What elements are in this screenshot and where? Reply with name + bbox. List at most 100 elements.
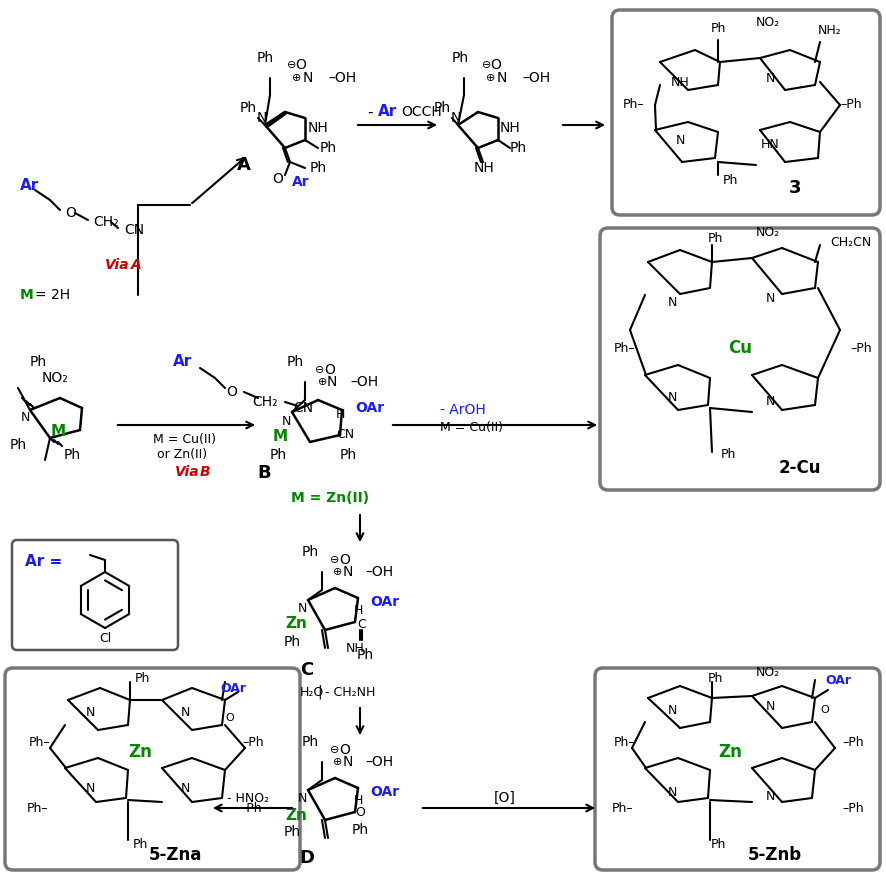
Text: NH: NH [307, 121, 329, 135]
Text: NH: NH [500, 121, 520, 135]
Text: O: O [295, 58, 306, 72]
Text: N: N [765, 789, 773, 802]
Text: NO₂: NO₂ [42, 371, 68, 385]
Text: A: A [237, 156, 251, 174]
Text: Cu: Cu [727, 339, 751, 357]
Text: Ph: Ph [433, 101, 450, 115]
Text: H: H [353, 794, 362, 807]
Text: O: O [272, 172, 284, 186]
Text: ⊕: ⊕ [292, 73, 301, 83]
Text: Ph: Ph [286, 355, 303, 369]
Text: H: H [335, 408, 345, 421]
Text: 3: 3 [788, 179, 800, 197]
Text: Ph: Ph [29, 355, 46, 369]
Text: N: N [297, 602, 307, 614]
Text: N: N [281, 415, 291, 428]
Text: Ph–: Ph– [27, 802, 49, 815]
Text: –OH: –OH [328, 71, 355, 85]
Text: Ph: Ph [284, 825, 300, 839]
Text: H: H [353, 604, 362, 617]
Text: B: B [199, 465, 210, 479]
Text: or Zn(II): or Zn(II) [157, 449, 206, 462]
Text: M = Zn(II): M = Zn(II) [291, 491, 369, 505]
Text: N: N [257, 111, 267, 125]
Text: N: N [180, 781, 190, 795]
Text: N: N [326, 375, 337, 389]
Text: ⊖: ⊖ [330, 555, 339, 565]
Text: Cl: Cl [98, 632, 111, 645]
Text: Ar: Ar [291, 175, 309, 189]
Text: O: O [226, 385, 237, 399]
Text: M = Cu(II): M = Cu(II) [153, 434, 216, 447]
Text: Ph: Ph [320, 141, 337, 155]
Text: Ph: Ph [719, 449, 734, 462]
Text: NO₂: NO₂ [755, 225, 780, 238]
Text: ⊖: ⊖ [287, 60, 296, 70]
Text: N: N [666, 786, 676, 799]
Text: Ph: Ph [356, 648, 373, 662]
Text: –OH: –OH [522, 71, 549, 85]
Text: Ph: Ph [351, 823, 369, 837]
Text: Via: Via [175, 465, 199, 479]
Text: Ph: Ph [710, 838, 725, 851]
Text: NH: NH [346, 641, 364, 654]
Text: M: M [20, 288, 34, 302]
Text: N: N [342, 565, 353, 579]
Text: B: B [257, 464, 270, 482]
Text: Zn: Zn [128, 743, 152, 761]
Text: OCCH: OCCH [400, 105, 441, 119]
Text: Ph: Ph [256, 51, 273, 65]
Text: D: D [299, 849, 315, 867]
Text: –OH: –OH [350, 375, 377, 389]
Text: Ph: Ph [721, 173, 737, 187]
Text: N: N [342, 755, 353, 769]
Text: O: O [339, 743, 350, 757]
Text: Ph: Ph [64, 448, 81, 462]
Text: Ar: Ar [377, 104, 397, 119]
Text: Via: Via [105, 258, 129, 272]
Text: C: C [300, 661, 314, 679]
Text: N: N [450, 111, 461, 125]
Text: ⊖: ⊖ [315, 365, 324, 375]
Text: N: N [180, 705, 190, 718]
Text: –Ph: –Ph [841, 736, 863, 748]
Text: Zn: Zn [284, 617, 307, 632]
Text: CN: CN [292, 401, 313, 415]
Text: N: N [496, 71, 507, 85]
Text: –Ph: –Ph [240, 802, 261, 815]
Text: N: N [666, 295, 676, 308]
Text: Ph: Ph [706, 672, 722, 684]
Text: O: O [820, 705, 828, 715]
Text: 5-Znb: 5-Znb [747, 846, 801, 864]
Text: Ph: Ph [309, 161, 327, 175]
Text: NO₂: NO₂ [755, 16, 780, 29]
Text: –Ph: –Ph [841, 802, 863, 815]
Text: NH: NH [473, 161, 494, 175]
Text: Ph–: Ph– [611, 802, 633, 815]
Text: Ph–: Ph– [623, 98, 644, 111]
Text: Ph: Ph [339, 448, 356, 462]
Text: 5-Zna: 5-Zna [148, 846, 201, 864]
Text: Ph: Ph [451, 51, 468, 65]
Text: Ph–: Ph– [29, 736, 51, 748]
Text: CH₂CN: CH₂CN [829, 236, 870, 249]
Text: ⊕: ⊕ [318, 377, 327, 387]
Text: Ph: Ph [509, 141, 526, 155]
Text: A: A [131, 258, 142, 272]
Text: OAr: OAr [369, 595, 399, 609]
Text: Ph: Ph [301, 735, 318, 749]
Text: O: O [65, 206, 76, 220]
Text: OAr: OAr [824, 674, 850, 687]
Text: N: N [765, 395, 773, 408]
Text: –Ph: –Ph [242, 736, 263, 748]
Text: Ar: Ar [20, 178, 39, 193]
Text: –Ph: –Ph [839, 98, 860, 111]
Text: –Ph: –Ph [849, 342, 871, 355]
Text: NH: NH [670, 75, 688, 88]
Text: O: O [225, 713, 234, 723]
Text: M: M [272, 429, 287, 444]
Text: Ph: Ph [269, 448, 286, 462]
Text: Ph: Ph [10, 438, 27, 452]
Text: Ph: Ph [706, 231, 722, 244]
Text: ⊖: ⊖ [482, 60, 491, 70]
